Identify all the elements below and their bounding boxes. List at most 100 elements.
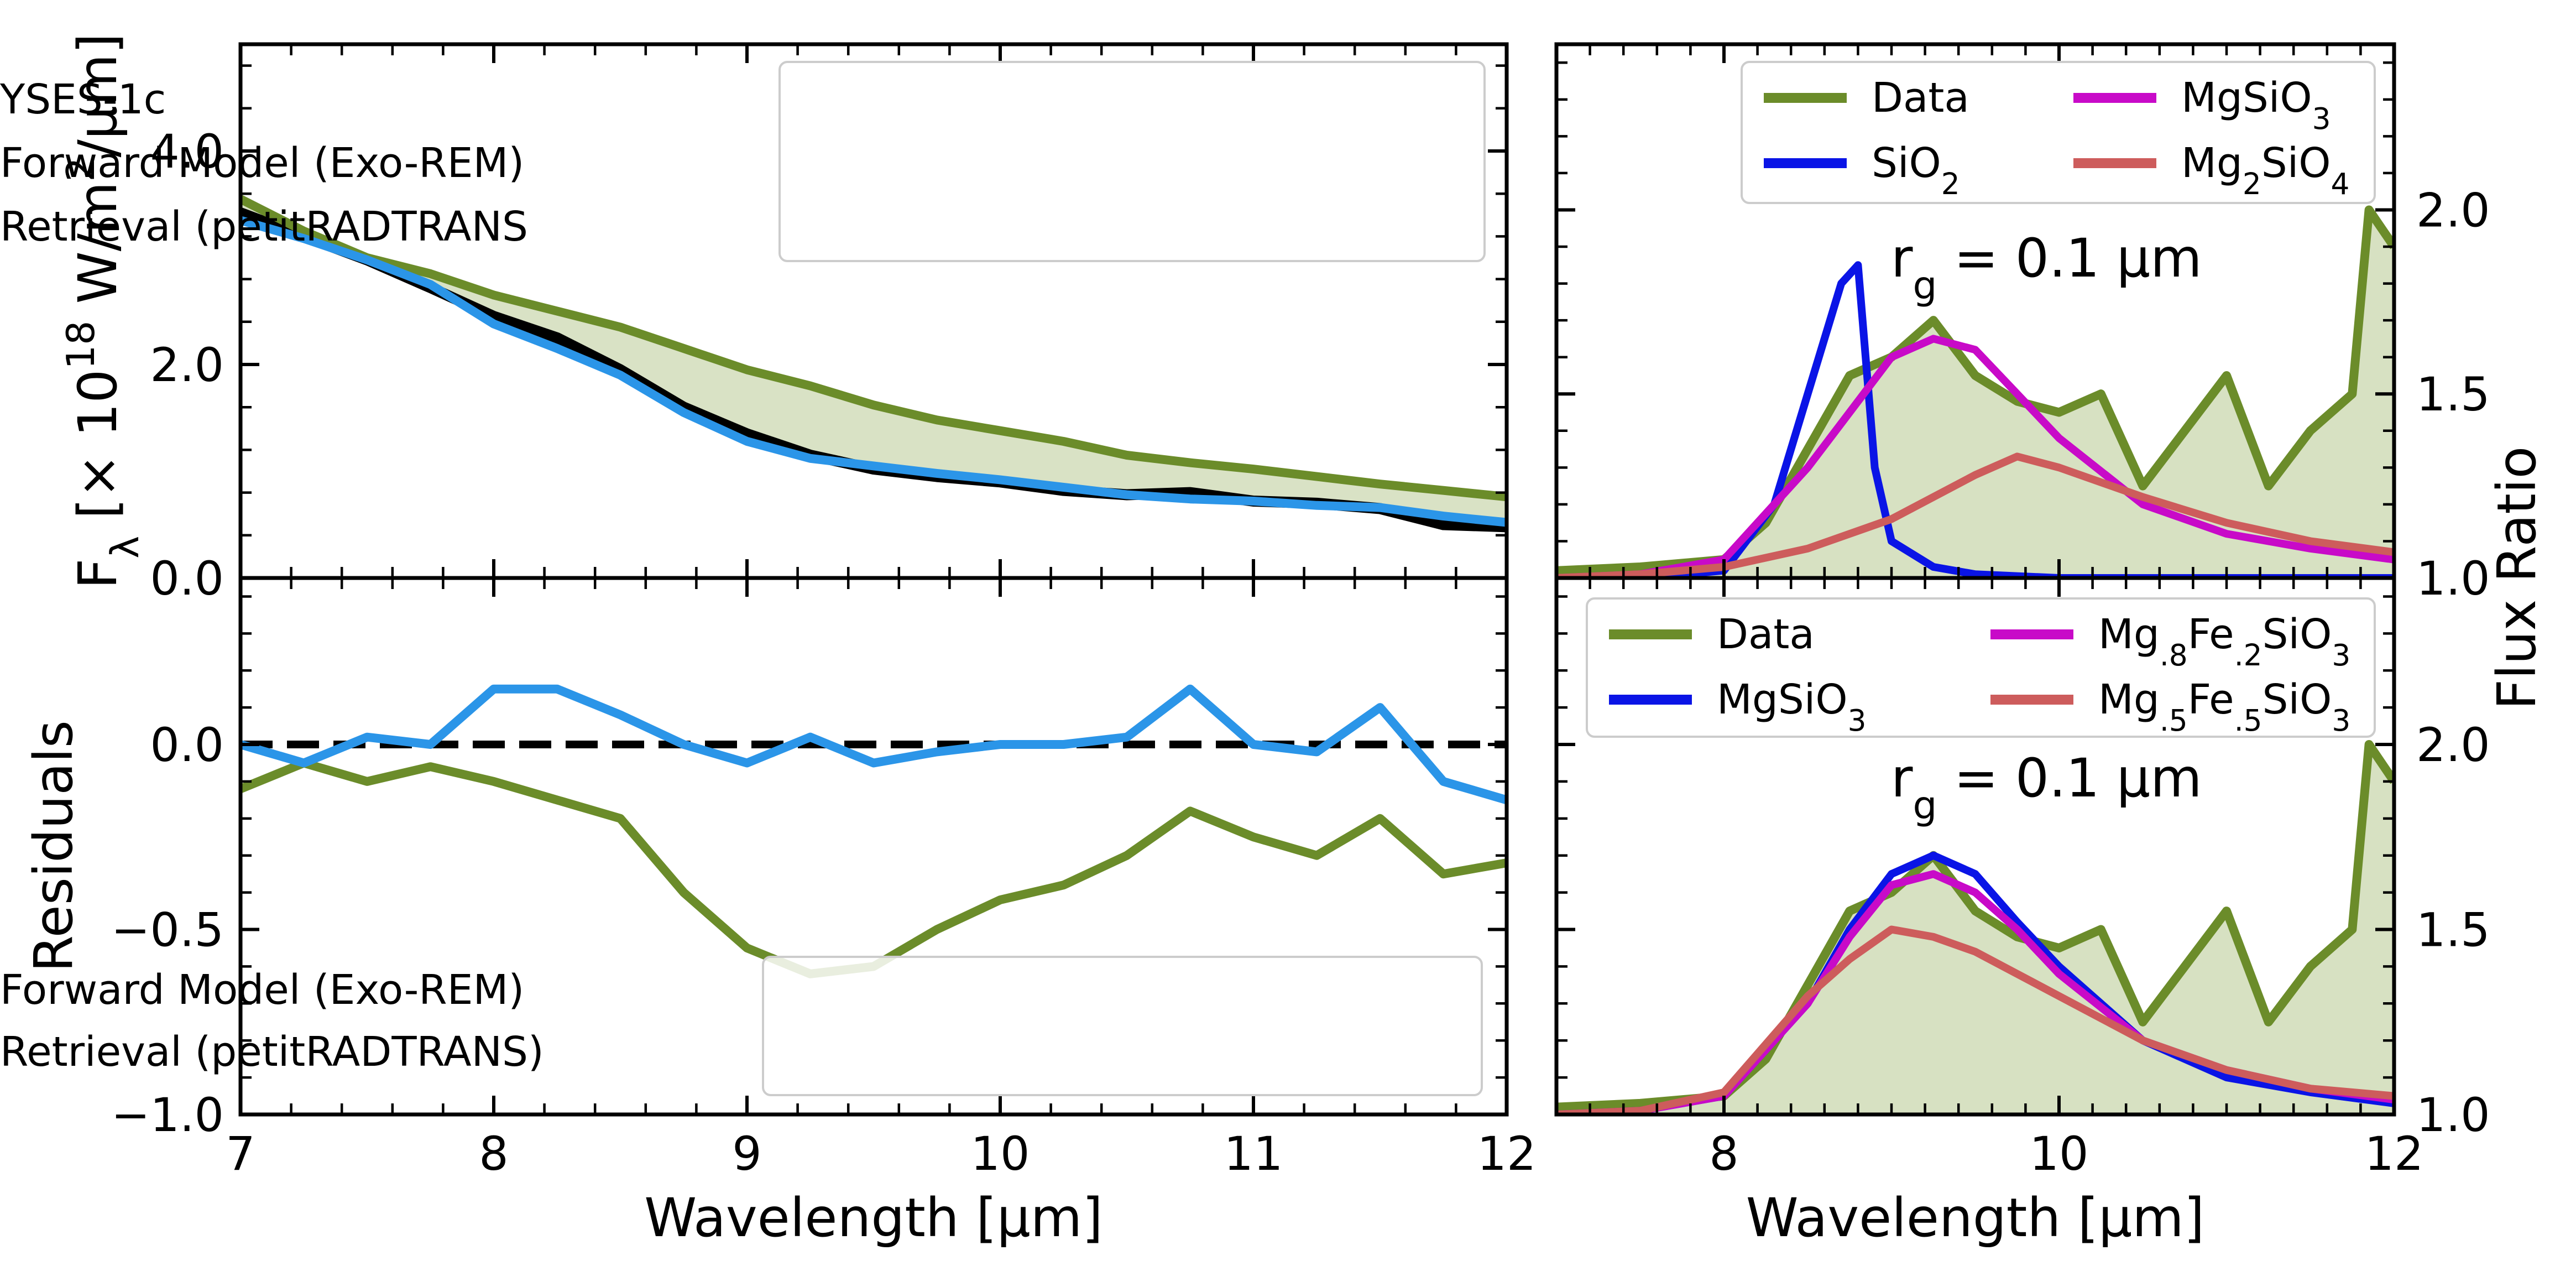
x-tick-label: 8 <box>1709 1127 1738 1181</box>
series-line-forward-model <box>241 758 1507 978</box>
grain-size-annotation: rg = 0.1 μm <box>1891 747 2202 828</box>
spectrum-y-axis-label-part: [× 10 <box>67 369 129 536</box>
y-tick-label: −1.0 <box>111 1088 224 1142</box>
grain-size-annotation-part: = 0.1 μm <box>1937 747 2202 809</box>
legend-label: Forward Model (Exo-REM) <box>0 966 524 1014</box>
cond2-panel: 1.01.52.0rg = 0.1 μmDataMgSiO3Mg.8Fe.2Si… <box>1554 446 2548 1249</box>
grain-size-annotation-part: g <box>1913 784 1937 828</box>
series-line-retrieval <box>241 216 1507 527</box>
data-fill <box>1556 744 2394 1114</box>
series-line-retrieval <box>241 684 1507 805</box>
x-tick-label: 7 <box>226 1127 255 1181</box>
legend-box <box>778 61 1486 262</box>
y-tick-label: 0.0 <box>150 551 224 606</box>
y-tick-label: 0.0 <box>150 718 224 772</box>
legend-label-part: 3 <box>2332 638 2350 673</box>
legend-label-part: Data <box>1717 611 1815 658</box>
legend-label: Retrieval (petitRADTRANS) <box>0 1028 544 1076</box>
grain-size-annotation-part: = 0.1 μm <box>1937 227 2202 289</box>
legend-label-part: Mg <box>2098 676 2160 723</box>
legend-label-part: Retrieval (petitRADTRANS) <box>0 1028 544 1076</box>
x-tick-label: 12 <box>2365 1127 2424 1181</box>
legend-label-part: SiO <box>1872 139 1941 187</box>
spectrum-y-axis-label: Fλ [× 1018 W/m2/μm] <box>59 33 148 589</box>
legend-label: MgSiO3 <box>2181 74 2331 136</box>
legend-label-part: MgSiO <box>2181 74 2312 122</box>
legend-label: Retrieval (petitRADTRANS <box>0 203 528 251</box>
legend-label-part: 3 <box>2332 704 2350 738</box>
x-tick-label: 8 <box>479 1127 508 1181</box>
legend-label-part: .2 <box>2234 638 2263 673</box>
legend-label-part: Forward Model (Exo-REM) <box>0 966 524 1014</box>
legend-label-part: Fe <box>2188 611 2234 658</box>
spectrum-y-axis-label-part: F <box>67 559 129 589</box>
legend-label: Forward Model (Exo-REM) <box>0 139 524 187</box>
legend-box <box>762 956 1483 1096</box>
legend-label: MgSiO3 <box>1717 676 1867 738</box>
legend-label: Mg.8Fe.2SiO3 <box>2098 611 2350 673</box>
legend-label-part: Retrieval (petitRADTRANS <box>0 203 528 251</box>
legend-label-part: SiO <box>2263 611 2332 658</box>
spectrum-panel: 0.02.04.0Fλ [× 1018 W/m2/μm]YSES-1cForwa… <box>0 33 1509 606</box>
series-line-2 <box>1556 335 2394 578</box>
grain-size-annotation-part: g <box>1913 264 1937 308</box>
legend-label-part: .5 <box>2234 704 2263 738</box>
legend-label-part: 3 <box>2312 102 2331 136</box>
series-line-3 <box>1556 925 2394 1114</box>
legend-label-part: .8 <box>2160 638 2188 673</box>
legend-label: SiO2 <box>1872 139 1960 201</box>
legend-box <box>1741 61 2376 204</box>
x-tick-label: 10 <box>971 1127 1030 1181</box>
residuals-frame <box>238 576 1509 1117</box>
legend-label-part: Fe <box>2188 676 2234 723</box>
spectrum-y-axis-label-part: λ <box>103 536 148 559</box>
y-tick-label: 1.5 <box>2416 903 2490 957</box>
spectrum-y-axis-label-part: /μm] <box>67 33 129 157</box>
y-tick-label: 1.0 <box>2416 1088 2490 1142</box>
residuals-y-axis-label: Residuals <box>23 720 85 972</box>
series-line-forward-model <box>241 195 1507 502</box>
y-tick-label: 4.0 <box>150 124 224 179</box>
cond2-frame <box>1554 576 2396 1117</box>
x-tick-label: 9 <box>732 1127 761 1181</box>
legend-box <box>1586 597 2376 738</box>
legend-label: Data <box>1872 74 1969 122</box>
residuals-x-axis-label: Wavelength [μm] <box>644 1187 1103 1249</box>
legend-label-part: SiO <box>2263 676 2332 723</box>
model-data-shade <box>241 199 1507 527</box>
y-tick-label: 2.0 <box>2416 718 2490 772</box>
spectrum-y-axis-label-part: 2 <box>59 157 103 181</box>
legend-label: Data <box>1717 611 1815 658</box>
legend-label-part: 4 <box>2331 167 2350 201</box>
x-tick-label: 10 <box>2030 1127 2089 1181</box>
spectrum-y-axis-label-part: 18 <box>59 321 103 369</box>
legend-label-part: MgSiO <box>1717 676 1848 723</box>
grain-size-annotation-part: r <box>1891 747 1913 809</box>
y-tick-label: −0.5 <box>111 903 224 957</box>
legend-label: Mg2SiO4 <box>2181 139 2349 201</box>
legend-label-part: Data <box>1872 74 1969 122</box>
legend-label-part: YSES-1c <box>0 76 166 123</box>
legend-label-part: .5 <box>2160 704 2188 738</box>
legend-label: Mg.5Fe.5SiO3 <box>2098 676 2350 738</box>
legend-label-part: 3 <box>1848 704 1867 738</box>
grain-size-annotation-part: r <box>1891 227 1913 289</box>
cond1-panel: 1.01.52.0rg = 0.1 μmDataSiO2MgSiO3Mg2SiO… <box>1554 42 2490 606</box>
legend-label: YSES-1c <box>0 76 166 123</box>
cond-x-axis-label: Wavelength [μm] <box>1746 1187 2205 1249</box>
legend-label-part: 2 <box>2243 167 2261 201</box>
y-tick-label: 2.0 <box>2416 183 2490 237</box>
y-tick-label: 1.0 <box>2416 551 2490 606</box>
residuals-panel: −1.0 −0.5 0.0 7 8 9 10 11 12 Residuals Wavelength … <box>0 576 1537 1249</box>
legend-label-part: SiO <box>2261 139 2331 187</box>
y-tick-label: 2.0 <box>150 338 224 392</box>
legend-label-part: Forward Model (Exo-REM) <box>0 139 524 187</box>
data-fill <box>1556 210 2394 578</box>
y-tick-label: 1.5 <box>2416 367 2490 421</box>
flux-ratio-y-axis-label: Flux Ratio <box>2486 446 2548 710</box>
x-tick-label: 12 <box>1477 1127 1537 1181</box>
series-line-3 <box>1556 452 2394 578</box>
spectrum-y-axis-label-part: W/m <box>67 181 129 320</box>
legend-label-part: Mg <box>2098 611 2160 658</box>
